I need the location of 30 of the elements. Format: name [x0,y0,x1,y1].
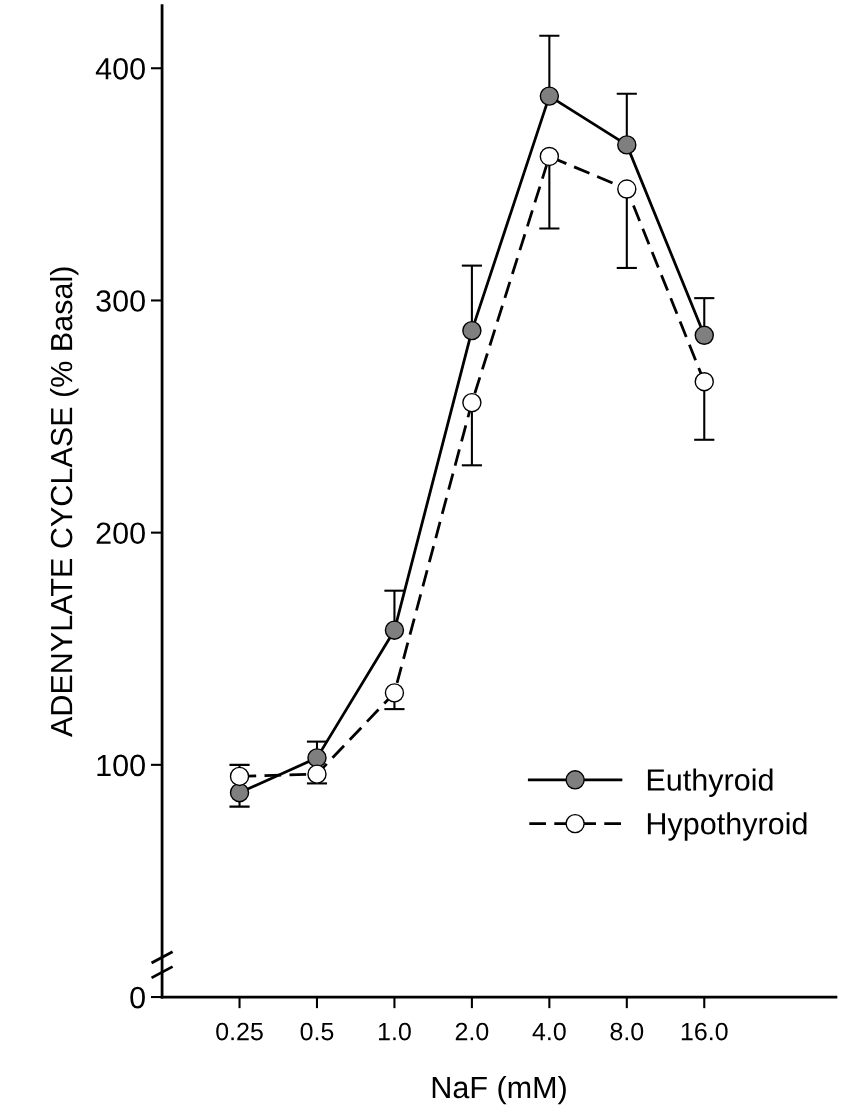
x-tick-label: 0.25 [216,1022,263,1041]
y-tick-label: 400 [95,58,145,80]
y-tick-label: 100 [97,754,145,777]
y-axis-title: ADENYLATE CYCLASE (% Basal) [49,267,79,737]
legend-label: Hypothyroid [647,812,807,841]
point [694,371,714,392]
point [229,766,250,787]
y-tick-label: 200 [96,522,145,545]
point [617,179,637,199]
point [307,764,327,784]
point [539,86,560,106]
x-tick-label: 16.0 [681,1022,728,1041]
point [617,135,637,155]
point [307,748,327,768]
point [384,683,405,703]
x-tick-label: 0.5 [300,1022,334,1041]
point [462,320,482,341]
x-tick-label: 1.0 [378,1022,411,1041]
point [384,620,405,640]
x-axis-title: NaF (mM) [432,1075,566,1105]
y-tick-label: 0 [130,986,145,1009]
point [229,782,250,803]
x-tick-label: 2.0 [455,1022,489,1041]
point [462,392,482,413]
x-tick-label: 4.0 [532,1022,566,1041]
y-tick-label: 300 [96,290,145,312]
legend-label: Euthyroid [647,768,773,797]
x-tick-label: 8.0 [610,1022,644,1041]
point [539,146,560,167]
point [694,325,714,346]
